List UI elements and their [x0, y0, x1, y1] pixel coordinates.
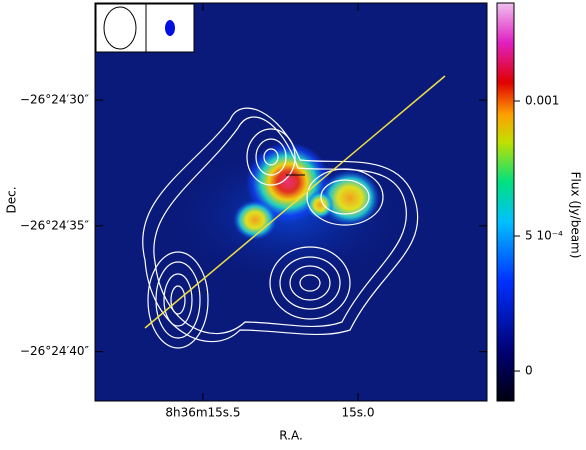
y-tick-label: −26°24′30″ — [20, 93, 90, 107]
beam-box — [95, 3, 195, 53]
y-tick-label: −26°24′40″ — [20, 344, 90, 358]
x-tick-label: 15s.0 — [342, 406, 375, 420]
x-axis-label: R.A. — [279, 429, 303, 443]
colorbar — [496, 2, 515, 402]
x-tick-label: 8h36m15s.5 — [165, 406, 240, 420]
y-axis-label: Dec. — [5, 186, 19, 213]
colorbar-label: Flux (Jy/beam) — [569, 172, 583, 259]
colorbar-tick-label: 0.001 — [525, 94, 559, 108]
image — [95, 3, 487, 401]
colorbar-tick-label: 0 — [525, 364, 533, 378]
colorbar-tick-label: 5 10⁻⁴ — [525, 229, 563, 243]
y-tick-label: −26°24′35″ — [20, 218, 90, 232]
